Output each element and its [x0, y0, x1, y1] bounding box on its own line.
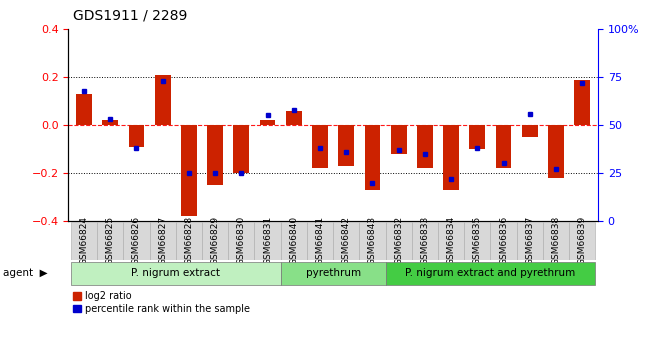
FancyBboxPatch shape [150, 221, 176, 260]
FancyBboxPatch shape [124, 221, 150, 260]
Bar [365, 125, 380, 190]
FancyBboxPatch shape [254, 221, 281, 260]
FancyBboxPatch shape [307, 221, 333, 260]
Text: GSM66837: GSM66837 [525, 216, 534, 265]
Bar [76, 94, 92, 125]
Bar [233, 125, 249, 173]
Text: GSM66829: GSM66829 [211, 216, 220, 265]
FancyBboxPatch shape [71, 221, 97, 260]
FancyBboxPatch shape [385, 262, 595, 285]
FancyBboxPatch shape [202, 221, 228, 260]
Text: P. nigrum extract: P. nigrum extract [131, 268, 220, 278]
Text: GSM66835: GSM66835 [473, 216, 482, 265]
FancyBboxPatch shape [543, 221, 569, 260]
Bar [207, 125, 223, 185]
FancyBboxPatch shape [412, 221, 438, 260]
Bar [129, 125, 144, 147]
FancyBboxPatch shape [228, 221, 254, 260]
FancyBboxPatch shape [517, 221, 543, 260]
FancyBboxPatch shape [281, 262, 385, 285]
Text: GSM66841: GSM66841 [315, 216, 324, 265]
FancyBboxPatch shape [491, 221, 517, 260]
Text: GSM66843: GSM66843 [368, 216, 377, 265]
FancyBboxPatch shape [438, 221, 464, 260]
Bar [391, 125, 406, 154]
Bar [102, 120, 118, 125]
Text: GSM66828: GSM66828 [185, 216, 194, 265]
Text: agent  ▶: agent ▶ [3, 268, 48, 278]
Bar [339, 125, 354, 166]
Bar [522, 125, 538, 137]
Bar [548, 125, 564, 178]
FancyBboxPatch shape [97, 221, 124, 260]
Text: GSM66825: GSM66825 [106, 216, 114, 265]
Text: GSM66838: GSM66838 [552, 216, 560, 265]
Bar [469, 125, 486, 149]
Text: GSM66833: GSM66833 [421, 216, 430, 265]
Bar [286, 111, 302, 125]
Bar [155, 75, 170, 125]
FancyBboxPatch shape [71, 262, 281, 285]
Legend: log2 ratio, percentile rank within the sample: log2 ratio, percentile rank within the s… [73, 291, 250, 314]
Text: GSM66842: GSM66842 [342, 216, 351, 265]
FancyBboxPatch shape [385, 221, 412, 260]
Bar [260, 120, 276, 125]
Text: GSM66836: GSM66836 [499, 216, 508, 265]
Text: GSM66830: GSM66830 [237, 216, 246, 265]
FancyBboxPatch shape [281, 221, 307, 260]
Text: P. nigrum extract and pyrethrum: P. nigrum extract and pyrethrum [406, 268, 576, 278]
Bar [181, 125, 197, 216]
Text: GSM66839: GSM66839 [578, 216, 587, 265]
FancyBboxPatch shape [176, 221, 202, 260]
Text: GSM66840: GSM66840 [289, 216, 298, 265]
Bar [575, 80, 590, 125]
Bar [496, 125, 512, 168]
Text: GSM66832: GSM66832 [394, 216, 403, 265]
Bar [417, 125, 433, 168]
Text: GDS1911 / 2289: GDS1911 / 2289 [73, 8, 188, 22]
FancyBboxPatch shape [464, 221, 491, 260]
FancyBboxPatch shape [333, 221, 359, 260]
Text: GSM66826: GSM66826 [132, 216, 141, 265]
Text: GSM66827: GSM66827 [158, 216, 167, 265]
Text: GSM66831: GSM66831 [263, 216, 272, 265]
Text: GSM66834: GSM66834 [447, 216, 456, 265]
FancyBboxPatch shape [569, 221, 595, 260]
Bar [443, 125, 459, 190]
Text: GSM66824: GSM66824 [79, 216, 88, 265]
FancyBboxPatch shape [359, 221, 385, 260]
Text: pyrethrum: pyrethrum [306, 268, 361, 278]
Bar [312, 125, 328, 168]
